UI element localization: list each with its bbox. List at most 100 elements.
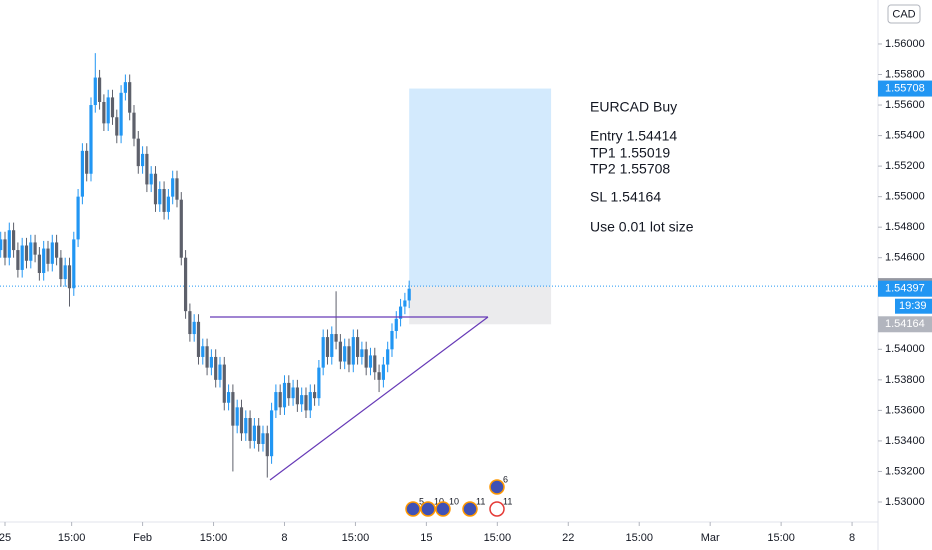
candle-body [252, 425, 256, 441]
candle-body [153, 173, 158, 205]
candle-body [192, 321, 196, 335]
candle-body [11, 230, 16, 251]
candle-body [209, 356, 213, 368]
candle-body [67, 265, 72, 289]
candle-body [325, 337, 330, 357]
candle-body [343, 346, 347, 362]
annotation-line: EURCAD Buy [590, 99, 677, 115]
candle-body [381, 364, 385, 380]
candle-body [0, 239, 3, 251]
candle-body [93, 77, 97, 106]
event-count: 10 [449, 496, 459, 506]
y-tick-label: 1.53600 [885, 404, 925, 416]
event-count: 11 [503, 496, 512, 506]
candle-body [97, 77, 102, 102]
y-tick-label: 1.53000 [885, 496, 925, 508]
x-tick-label: 15:00 [342, 532, 370, 544]
candle-body [123, 82, 127, 93]
candle-body [24, 245, 29, 261]
annotation-line: SL 1.54164 [590, 189, 661, 205]
candle-body [196, 321, 201, 357]
candle-body [265, 433, 269, 457]
candle-body [183, 257, 188, 312]
candle-body [347, 346, 351, 365]
candle-body [330, 334, 334, 357]
x-tick-label: 15:00 [625, 532, 653, 544]
candle-body [390, 330, 394, 350]
candle-body [54, 242, 59, 258]
y-tick-label: 1.55800 [885, 68, 925, 80]
x-tick-label: 15:00 [200, 532, 228, 544]
y-tick-label: 1.53800 [885, 374, 925, 386]
candle-body [59, 257, 63, 280]
candle-body [85, 150, 89, 174]
candle-body [257, 425, 261, 444]
candle-body [377, 372, 381, 380]
candle-body [20, 245, 24, 270]
candle-body [334, 334, 338, 342]
y-tick-label: 1.55000 [885, 191, 925, 203]
y-tick-label: 1.55400 [885, 129, 925, 141]
candle-body [355, 337, 360, 357]
candle-body [149, 173, 153, 185]
event-icon [420, 501, 436, 517]
candle-body [214, 356, 218, 380]
countdown-badge [895, 298, 932, 314]
annotation-line: Use 0.01 lot size [590, 219, 694, 235]
candle-body [304, 395, 308, 411]
candle-body [128, 82, 132, 113]
x-tick-label: 22 [562, 532, 574, 544]
candle-body [16, 250, 20, 270]
candle-body [80, 150, 84, 197]
candle-body [231, 392, 235, 426]
candle-body [244, 418, 248, 434]
candle-body [407, 288, 411, 301]
candle-body [403, 300, 407, 307]
price-badge-label: 1.54164 [885, 318, 925, 330]
candle-body [63, 265, 67, 280]
currency-box [887, 4, 921, 24]
candle-body [351, 337, 355, 365]
y-tick-label: 1.54000 [885, 343, 925, 355]
event-count: 6 [503, 474, 508, 484]
y-tick-label: 1.55600 [885, 99, 925, 111]
candle-body [136, 138, 140, 167]
candle-body [171, 178, 175, 197]
candle-body [29, 242, 33, 261]
annotation-line: TP2 1.55708 [590, 161, 670, 177]
candle-body [317, 367, 321, 399]
candle-body [239, 407, 244, 434]
candle-body [72, 239, 76, 289]
y-tick-label: 1.54600 [885, 252, 925, 264]
event-icon [489, 501, 505, 517]
candle-body [261, 433, 265, 444]
price-badge [878, 280, 932, 297]
candle-body [226, 392, 231, 403]
candle-body [132, 112, 136, 139]
candle-body [50, 242, 54, 264]
candle-body [222, 364, 226, 403]
candle-body [3, 239, 7, 258]
y-tick-label: 1.56000 [885, 38, 925, 50]
candle-body [145, 153, 149, 185]
candle-body [338, 341, 342, 362]
candle-body [394, 318, 398, 331]
profit-zone [409, 88, 552, 287]
candle-body [291, 387, 295, 399]
event-count: 10 [434, 496, 444, 506]
event-count: 5 [419, 496, 424, 506]
event-icon [405, 501, 421, 517]
candle-body [33, 242, 37, 255]
x-tick-label: 15:00 [58, 532, 86, 544]
candle-body [46, 248, 50, 264]
candle-body [7, 230, 11, 258]
candle-body [106, 97, 110, 124]
candle-body [308, 392, 312, 411]
price-badge-label: 1.54397 [885, 283, 925, 295]
candle-body [235, 407, 239, 426]
candle-body [110, 97, 115, 118]
countdown: 19:39 [899, 300, 927, 312]
